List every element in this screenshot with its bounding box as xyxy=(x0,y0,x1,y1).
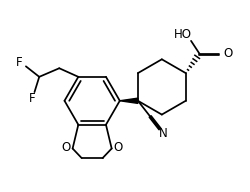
Text: F: F xyxy=(16,56,22,69)
Text: O: O xyxy=(113,141,122,154)
Text: N: N xyxy=(159,127,168,140)
Text: O: O xyxy=(222,47,231,60)
Text: F: F xyxy=(29,92,36,105)
Polygon shape xyxy=(119,98,137,103)
Text: O: O xyxy=(61,141,70,154)
Text: HO: HO xyxy=(173,28,191,41)
